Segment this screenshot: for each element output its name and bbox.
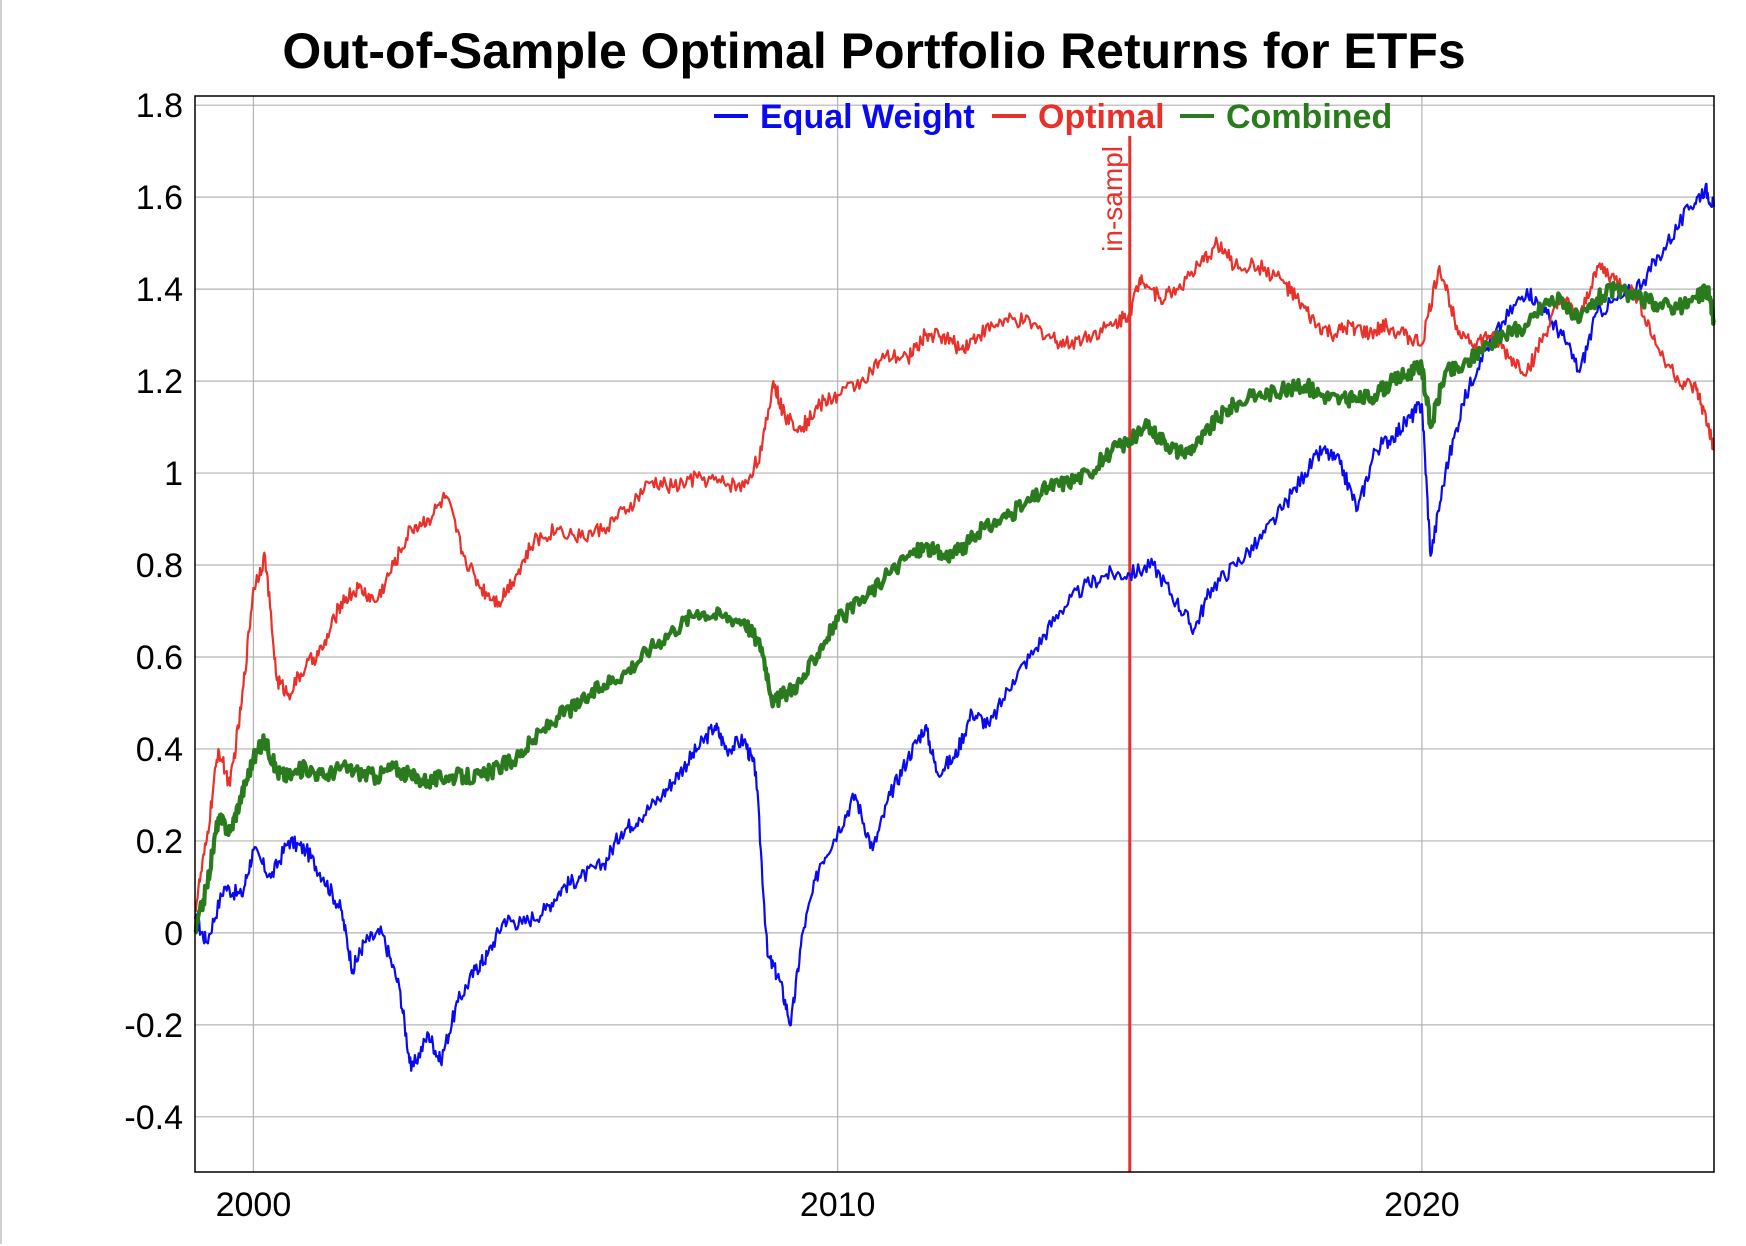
y-tick-label: 1.2	[136, 363, 183, 401]
x-tick-label: 2010	[800, 1186, 876, 1224]
y-tick-label: 1.4	[136, 271, 183, 309]
x-tick-label: 2000	[216, 1186, 292, 1224]
plot-area-border	[194, 95, 1715, 1173]
legend-entry: Optimal	[1038, 98, 1165, 136]
y-tick-label: -0.4	[124, 1099, 183, 1137]
grid	[195, 96, 1714, 1172]
legend: Equal Weight Optimal Combined	[714, 98, 1392, 136]
y-tick-label: 1.8	[136, 87, 183, 125]
y-tick-label: 0.6	[136, 639, 183, 677]
y-tick-label: 0.2	[136, 823, 183, 861]
y-tick-label: -0.2	[124, 1007, 183, 1045]
series-line-combined	[193, 280, 1716, 935]
y-tick-label: 0.4	[136, 731, 183, 769]
y-tick-label: 1	[164, 455, 183, 493]
y-tick-label: 1.6	[136, 179, 183, 217]
y-tick-label: 0.8	[136, 547, 183, 585]
series-line-optimal	[194, 236, 1715, 913]
legend-entry: Equal Weight	[760, 98, 975, 136]
annotations: in-sampl	[1097, 136, 1132, 1172]
series-line-equal-weight	[193, 182, 1716, 1072]
legend-entry: Combined	[1226, 98, 1392, 136]
in-sample-label: in-sampl	[1097, 146, 1128, 252]
y-tick-label: 0	[164, 915, 183, 953]
tick-labels: 1.8 1.6 1.4 1.2 1 0.8 0.6 0.4 0.2 0 -0.2 -0.4 2000 20…	[124, 87, 1459, 1224]
x-tick-label: 2020	[1384, 1186, 1460, 1224]
chart-title: Out-of-Sample Optimal Portfolio Returns …	[282, 23, 1465, 79]
series-lines	[193, 182, 1716, 1072]
